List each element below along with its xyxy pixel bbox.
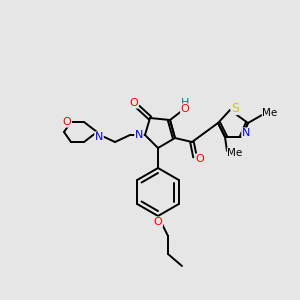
- Text: O: O: [154, 217, 162, 227]
- Text: O: O: [130, 98, 138, 108]
- Text: Me: Me: [227, 148, 243, 158]
- Text: H: H: [181, 98, 189, 108]
- Text: O: O: [181, 104, 189, 114]
- Text: O: O: [196, 154, 204, 164]
- Text: O: O: [63, 117, 71, 127]
- Text: N: N: [95, 132, 103, 142]
- Text: N: N: [135, 130, 143, 140]
- Text: Me: Me: [262, 108, 278, 118]
- Text: S: S: [231, 101, 239, 115]
- Text: N: N: [242, 128, 250, 138]
